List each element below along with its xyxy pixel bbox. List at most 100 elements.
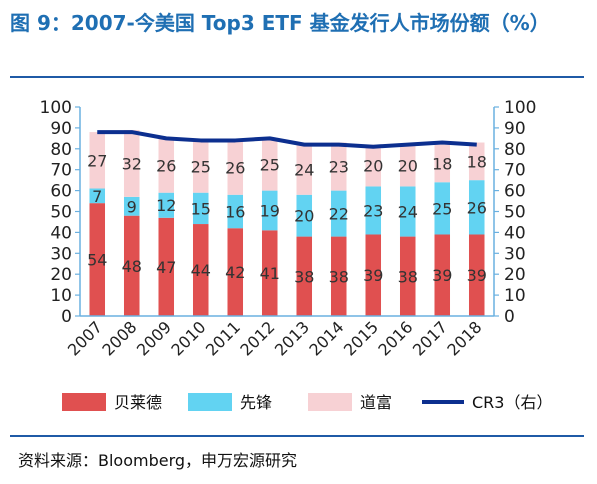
bar-segment	[227, 140, 244, 195]
bar-value-label: 23	[363, 201, 383, 220]
bar-segment	[261, 138, 278, 191]
bar-segment	[192, 192, 209, 225]
bar-segment	[296, 194, 313, 237]
bar-segment	[158, 138, 175, 193]
left-tick-label: 50	[50, 203, 72, 223]
bar-value-label: 32	[122, 154, 142, 173]
bar-value-label: 26	[225, 159, 245, 178]
bar-value-label: 48	[122, 257, 142, 276]
cr3-line	[97, 130, 477, 149]
bar-segment	[89, 203, 106, 316]
bar-value-label: 9	[127, 197, 137, 216]
bar-segment	[330, 142, 347, 191]
bar-segment	[468, 180, 485, 235]
bar-segment	[192, 140, 209, 193]
bar-segment	[399, 144, 416, 187]
bar-segment	[261, 230, 278, 316]
bar-segment	[434, 234, 451, 316]
legend-swatch	[188, 393, 232, 411]
bar-value-labels: 54 7 27 48 9 32 47 12 26 44 15 25 42 16 26 41 19 25 38 20 24…	[87, 151, 487, 286]
chart-title: 图 9：2007-今美国 Top3 ETF 基金发行人市场份额（%）	[10, 11, 550, 35]
x-tick-label: 2013	[271, 317, 313, 359]
bar-segment	[192, 224, 209, 316]
bar-value-label: 44	[191, 261, 211, 280]
bar-segment	[434, 182, 451, 235]
bar-segment	[365, 144, 382, 187]
bar-segment	[365, 234, 382, 316]
left-tick-label: 70	[50, 161, 72, 181]
right-tick-label: 80	[504, 140, 526, 160]
x-tick-label: 2010	[167, 317, 209, 359]
bar-segment	[123, 129, 140, 197]
bar-segment	[399, 186, 416, 237]
bar-segment	[158, 192, 175, 218]
bar-value-label: 41	[260, 264, 280, 283]
bar-value-label: 20	[398, 157, 418, 176]
legend-label: 贝莱德	[114, 393, 162, 412]
legend-swatch	[308, 393, 352, 411]
right-tick-label: 10	[504, 286, 526, 306]
bar-value-label: 38	[329, 267, 349, 286]
bar-value-label: 25	[260, 155, 280, 174]
bar-value-label: 16	[225, 203, 245, 222]
bar-segment	[468, 234, 485, 316]
cr3-line-path	[97, 130, 477, 149]
bar-segment	[330, 236, 347, 316]
bar-segment	[330, 190, 347, 237]
bar-segment	[227, 194, 244, 229]
bar-value-label: 22	[329, 205, 349, 224]
bar-segment	[89, 188, 106, 204]
x-tick-label: 2017	[409, 317, 451, 359]
bar-value-label: 20	[294, 207, 314, 226]
bar-segment	[123, 196, 140, 216]
top-divider	[10, 76, 584, 78]
bar-segment	[468, 142, 485, 181]
bar-value-label: 18	[467, 152, 487, 171]
bar-segment	[89, 132, 106, 189]
x-tick-label: 2018	[443, 317, 485, 359]
bar-value-label: 24	[398, 203, 418, 222]
legend-swatch	[62, 393, 106, 411]
bar-value-label: 15	[191, 199, 211, 218]
bar-value-label: 38	[294, 267, 314, 286]
right-tick-label: 0	[504, 307, 515, 327]
bar-value-label: 54	[87, 251, 107, 270]
bar-value-label: 26	[467, 198, 487, 217]
bar-segment	[399, 236, 416, 316]
bar-segment	[296, 236, 313, 316]
bottom-divider	[10, 435, 584, 437]
left-tick-label: 100	[40, 98, 72, 118]
x-tick-label: 2011	[202, 317, 244, 359]
stacked-bars	[89, 129, 485, 316]
bar-value-label: 20	[363, 157, 383, 176]
right-tick-label: 30	[504, 244, 526, 264]
bar-value-label: 47	[156, 258, 176, 277]
bar-value-label: 12	[156, 196, 176, 215]
right-tick-label: 70	[504, 161, 526, 181]
right-tick-label: 100	[504, 98, 536, 118]
bar-value-label: 39	[432, 266, 452, 285]
bar-value-label: 23	[329, 158, 349, 177]
bar-segment	[434, 144, 451, 183]
bar-segment	[261, 190, 278, 231]
bar-value-label: 25	[191, 158, 211, 177]
source-note: 资料来源：Bloomberg，申万宏源研究	[18, 451, 298, 470]
x-tick-label: 2008	[98, 317, 140, 359]
x-tick-label: 2014	[305, 317, 347, 359]
x-tick-label: 2012	[236, 317, 278, 359]
bar-value-label: 27	[87, 151, 107, 170]
right-tick-label: 60	[504, 182, 526, 202]
bar-value-label: 19	[260, 201, 280, 220]
left-tick-label: 20	[50, 265, 72, 285]
bar-segment	[158, 217, 175, 316]
x-tick-label: 2015	[340, 317, 382, 359]
legend: 贝莱德 先锋 道富 CR3（右）	[62, 393, 552, 412]
x-axis: 2007200820092010201120122013201420152016…	[64, 315, 494, 360]
left-tick-label: 0	[61, 307, 72, 327]
left-tick-label: 30	[50, 244, 72, 264]
bar-value-label: 39	[363, 266, 383, 285]
bar-value-label: 25	[432, 199, 452, 218]
left-tick-label: 60	[50, 182, 72, 202]
